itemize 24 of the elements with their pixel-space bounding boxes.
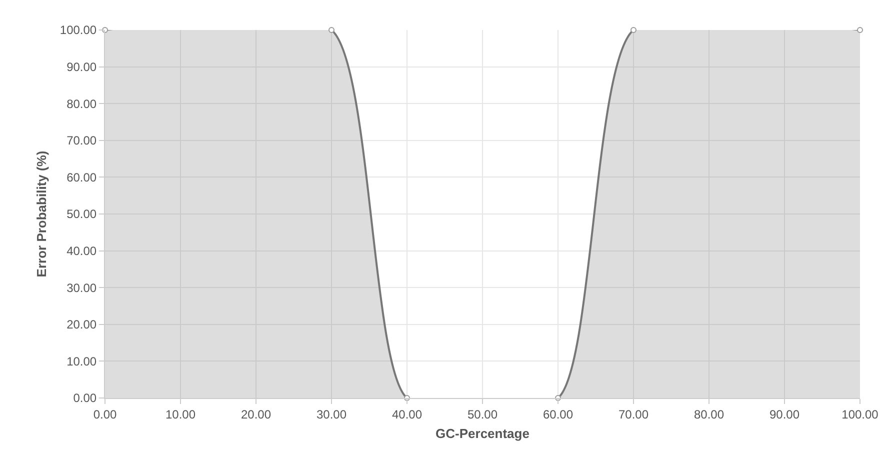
x-tick-label: 20.00 bbox=[240, 407, 272, 422]
y-tick-label: 30.00 bbox=[66, 280, 97, 295]
y-tick-label: 50.00 bbox=[66, 207, 97, 222]
x-tick-label: 100.00 bbox=[842, 407, 879, 422]
x-tick-label: 80.00 bbox=[694, 407, 724, 422]
y-tick-label: 0.00 bbox=[73, 391, 97, 406]
x-tick-label: 30.00 bbox=[316, 407, 347, 422]
x-tick-label: 90.00 bbox=[769, 407, 800, 422]
x-tick-label: 0.00 bbox=[93, 407, 117, 422]
y-tick-label: 60.00 bbox=[66, 170, 97, 184]
x-tick-label: 10.00 bbox=[165, 407, 196, 422]
y-tick-label: 90.00 bbox=[66, 60, 97, 74]
x-tick-label: 70.00 bbox=[618, 407, 649, 422]
x-tick-label: 60.00 bbox=[542, 407, 574, 422]
y-tick-label: 100.00 bbox=[60, 23, 97, 38]
x-axis-title: GC-Percentage bbox=[436, 426, 530, 441]
y-tick-label: 40.00 bbox=[66, 244, 97, 258]
x-tick-label: 40.00 bbox=[392, 407, 422, 422]
y-tick-label: 70.00 bbox=[66, 134, 97, 148]
x-tick-label: 50.00 bbox=[467, 407, 498, 422]
y-tick-label: 10.00 bbox=[66, 354, 97, 368]
y-tick-label: 80.00 bbox=[66, 96, 97, 111]
y-axis-title: Error Probability (%) bbox=[34, 150, 49, 278]
y-tick-label: 20.00 bbox=[66, 318, 97, 332]
